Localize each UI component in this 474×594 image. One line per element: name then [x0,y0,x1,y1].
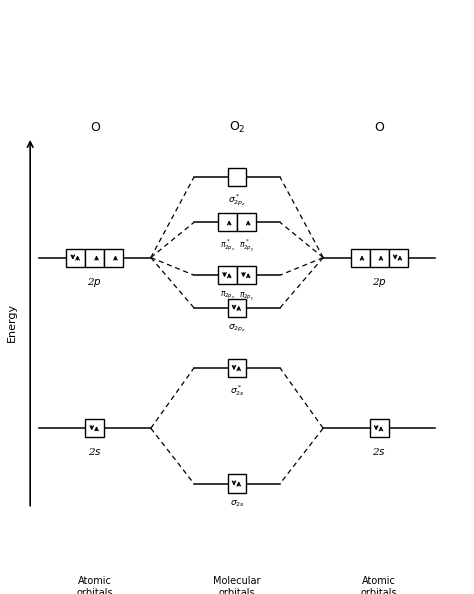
Text: $\pi_{2p_y}$: $\pi_{2p_y}$ [239,290,254,303]
Text: 2$s$: 2$s$ [372,446,386,457]
Bar [228,359,246,377]
Bar [104,248,123,267]
Text: $\sigma_{2p_z}$: $\sigma_{2p_z}$ [228,323,246,334]
Bar [218,266,237,284]
Text: $\sigma^*_{2s}$: $\sigma^*_{2s}$ [229,383,245,398]
Bar [228,475,246,492]
Text: Atomic
orbitals: Atomic orbitals [76,576,113,594]
Bar [370,248,389,267]
Text: $\sigma_{2s}$: $\sigma_{2s}$ [229,498,245,509]
Bar [351,248,370,267]
Bar [237,266,256,284]
Text: Atomic
orbitals: Atomic orbitals [361,576,398,594]
Bar [237,213,256,232]
Bar [389,248,408,267]
Text: 2$p$: 2$p$ [87,276,102,289]
Text: $\pi^*_{2p_y}$: $\pi^*_{2p_y}$ [239,238,254,254]
Text: O: O [90,121,100,134]
Text: Energy: Energy [7,304,17,342]
Text: O$_2$: O$_2$ [229,119,245,135]
Bar [85,419,104,437]
Text: Molecular
orbitals: Molecular orbitals [213,576,261,594]
Text: O: O [374,121,384,134]
Bar [370,419,389,437]
Text: $\pi^*_{2p_x}$: $\pi^*_{2p_x}$ [220,238,235,253]
Text: $\sigma^*_{2p_z}$: $\sigma^*_{2p_z}$ [228,192,246,208]
Text: 2$s$: 2$s$ [88,446,102,457]
Bar [228,299,246,317]
Text: $\pi_{2p_x}$: $\pi_{2p_x}$ [220,290,235,301]
Bar [228,168,246,187]
Text: 2$p$: 2$p$ [372,276,387,289]
Bar [218,213,237,232]
Bar [85,248,104,267]
Bar [66,248,85,267]
